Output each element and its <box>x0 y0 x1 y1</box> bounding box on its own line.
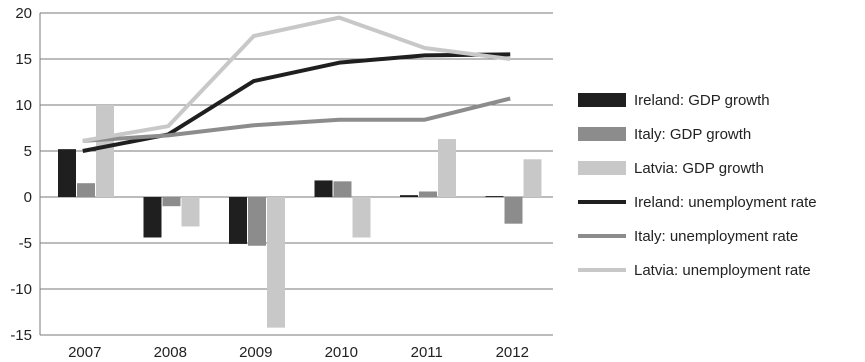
gridlines <box>39 12 553 336</box>
legend-label: Italy: unemployment rate <box>634 228 798 245</box>
y-tick-label: -15 <box>10 327 32 344</box>
bar <box>143 197 162 238</box>
y-tick-label: -10 <box>10 281 32 298</box>
x-tick-label: 2007 <box>68 344 101 361</box>
y-tick-label: 20 <box>15 5 32 22</box>
y-tick-label: -5 <box>19 235 32 252</box>
bar <box>400 195 418 197</box>
bar <box>77 183 95 197</box>
legend-label: Ireland: unemployment rate <box>634 194 817 211</box>
y-axis-tick-labels: -15 -10 -5 0 5 10 15 20 <box>10 5 32 344</box>
x-tick-label: 2009 <box>239 344 272 361</box>
bar <box>352 197 371 238</box>
y-tick-label: 15 <box>15 51 32 68</box>
bar <box>504 197 523 224</box>
bar <box>248 197 266 246</box>
x-tick-label: 2008 <box>154 344 187 361</box>
bar <box>438 139 456 197</box>
bar <box>267 197 285 328</box>
legend-bar-swatch <box>578 93 626 107</box>
x-tick-label: 2010 <box>325 344 358 361</box>
bar <box>96 105 114 197</box>
x-axis-tick-labels: 2007 2008 2009 2010 2011 2012 <box>68 344 529 361</box>
legend: Ireland: GDP growth Italy: GDP growth Latv… <box>578 92 817 279</box>
y-tick-label: 10 <box>15 97 32 114</box>
bar <box>58 149 76 197</box>
legend-label: Ireland: GDP growth <box>634 92 770 109</box>
x-tick-label: 2011 <box>411 344 443 361</box>
bar <box>162 197 181 207</box>
bar <box>485 196 504 198</box>
bar <box>523 159 542 197</box>
y-tick-label: 5 <box>24 143 32 160</box>
bar <box>229 197 247 244</box>
legend-label: Italy: GDP growth <box>634 126 751 143</box>
y-tick-label: 0 <box>24 189 32 206</box>
series-line <box>82 15 511 143</box>
bar <box>419 191 437 197</box>
bar <box>333 181 352 197</box>
lines <box>82 15 511 153</box>
legend-label: Latvia: unemployment rate <box>634 262 811 279</box>
legend-bar-swatch <box>578 161 626 175</box>
series-line <box>82 96 511 143</box>
bar <box>181 197 200 227</box>
bars <box>58 105 542 328</box>
legend-bar-swatch <box>578 127 626 141</box>
bar <box>314 180 333 197</box>
x-tick-label: 2012 <box>496 344 529 361</box>
legend-label: Latvia: GDP growth <box>634 160 764 177</box>
